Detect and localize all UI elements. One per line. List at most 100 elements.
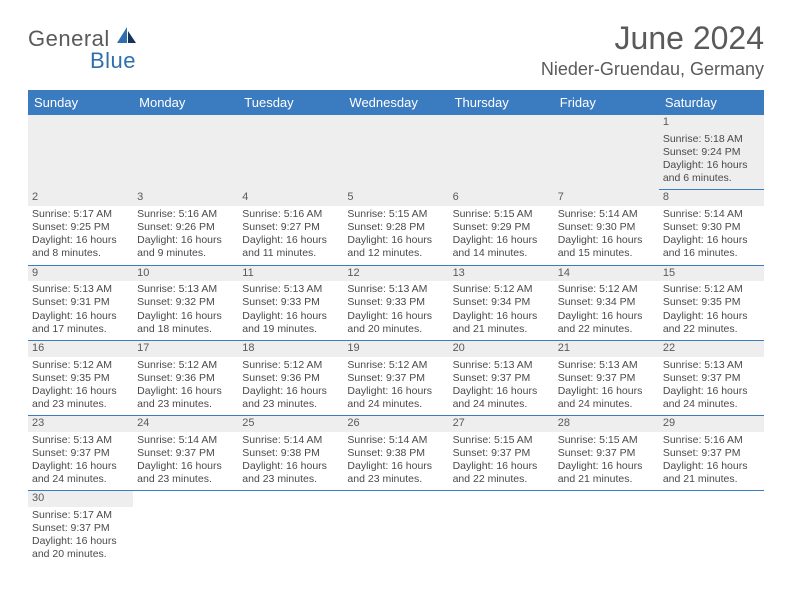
calendar-day: 6Sunrise: 5:15 AMSunset: 9:29 PMDaylight… (449, 190, 554, 265)
sunset-text: Sunset: 9:30 PM (558, 221, 655, 234)
sunrise-text: Sunrise: 5:17 AM (32, 509, 129, 522)
logo-word-2: Blue (90, 48, 136, 73)
day-number: 4 (238, 190, 343, 206)
sunset-text: Sunset: 9:34 PM (558, 296, 655, 309)
calendar-day: 4Sunrise: 5:16 AMSunset: 9:27 PMDaylight… (238, 190, 343, 265)
day-number: 29 (659, 416, 764, 432)
sunrise-text: Sunrise: 5:14 AM (137, 434, 234, 447)
calendar-body: 1Sunrise: 5:18 AMSunset: 9:24 PMDaylight… (28, 115, 764, 566)
calendar-empty (133, 491, 238, 566)
daylight-text-2: and 21 minutes. (453, 323, 550, 336)
day-number: 12 (343, 266, 448, 282)
sunrise-text: Sunrise: 5:15 AM (453, 434, 550, 447)
sunset-text: Sunset: 9:31 PM (32, 296, 129, 309)
calendar-day: 15Sunrise: 5:12 AMSunset: 9:35 PMDayligh… (659, 265, 764, 340)
sunset-text: Sunset: 9:37 PM (558, 447, 655, 460)
daylight-text-1: Daylight: 16 hours (137, 385, 234, 398)
calendar-day: 24Sunrise: 5:14 AMSunset: 9:37 PMDayligh… (133, 416, 238, 491)
daylight-text-1: Daylight: 16 hours (137, 460, 234, 473)
calendar-empty (28, 115, 133, 190)
daylight-text-2: and 16 minutes. (663, 247, 760, 260)
calendar-empty (343, 491, 448, 566)
calendar-head: SundayMondayTuesdayWednesdayThursdayFrid… (28, 90, 764, 115)
day-number: 30 (28, 491, 133, 507)
sunrise-text: Sunrise: 5:13 AM (558, 359, 655, 372)
sunrise-text: Sunrise: 5:16 AM (663, 434, 760, 447)
daylight-text-1: Daylight: 16 hours (137, 234, 234, 247)
day-number: 18 (238, 341, 343, 357)
day-number: 17 (133, 341, 238, 357)
daylight-text-2: and 22 minutes. (558, 323, 655, 336)
sunset-text: Sunset: 9:38 PM (347, 447, 444, 460)
daylight-text-1: Daylight: 16 hours (347, 310, 444, 323)
sunrise-text: Sunrise: 5:13 AM (32, 283, 129, 296)
calendar-day: 22Sunrise: 5:13 AMSunset: 9:37 PMDayligh… (659, 340, 764, 415)
sunrise-text: Sunrise: 5:13 AM (32, 434, 129, 447)
calendar-week: 30Sunrise: 5:17 AMSunset: 9:37 PMDayligh… (28, 491, 764, 566)
daylight-text-2: and 23 minutes. (242, 398, 339, 411)
sunrise-text: Sunrise: 5:15 AM (347, 208, 444, 221)
sunrise-text: Sunrise: 5:13 AM (663, 359, 760, 372)
daylight-text-2: and 12 minutes. (347, 247, 444, 260)
daylight-text-2: and 8 minutes. (32, 247, 129, 260)
daylight-text-1: Daylight: 16 hours (663, 460, 760, 473)
daylight-text-2: and 24 minutes. (663, 398, 760, 411)
daylight-text-2: and 19 minutes. (242, 323, 339, 336)
calendar-empty (238, 115, 343, 190)
calendar-day: 8Sunrise: 5:14 AMSunset: 9:30 PMDaylight… (659, 190, 764, 265)
daylight-text-1: Daylight: 16 hours (242, 460, 339, 473)
daylight-text-1: Daylight: 16 hours (453, 385, 550, 398)
calendar-week: 16Sunrise: 5:12 AMSunset: 9:35 PMDayligh… (28, 340, 764, 415)
sunset-text: Sunset: 9:30 PM (663, 221, 760, 234)
daylight-text-2: and 23 minutes. (32, 398, 129, 411)
title-block: June 2024 Nieder-Gruendau, Germany (541, 20, 764, 80)
calendar-empty (659, 491, 764, 566)
day-number: 14 (554, 266, 659, 282)
calendar-day: 30Sunrise: 5:17 AMSunset: 9:37 PMDayligh… (28, 491, 133, 566)
daylight-text-1: Daylight: 16 hours (663, 310, 760, 323)
daylight-text-1: Daylight: 16 hours (32, 460, 129, 473)
sunrise-text: Sunrise: 5:15 AM (453, 208, 550, 221)
sunset-text: Sunset: 9:26 PM (137, 221, 234, 234)
calendar-day: 3Sunrise: 5:16 AMSunset: 9:26 PMDaylight… (133, 190, 238, 265)
calendar-day: 20Sunrise: 5:13 AMSunset: 9:37 PMDayligh… (449, 340, 554, 415)
daylight-text-1: Daylight: 16 hours (663, 234, 760, 247)
sunset-text: Sunset: 9:36 PM (242, 372, 339, 385)
calendar-empty (343, 115, 448, 190)
day-number: 3 (133, 190, 238, 206)
sunset-text: Sunset: 9:29 PM (453, 221, 550, 234)
day-number: 23 (28, 416, 133, 432)
header: General June 2024 Nieder-Gruendau, Germa… (28, 20, 764, 80)
daylight-text-1: Daylight: 16 hours (347, 234, 444, 247)
sunset-text: Sunset: 9:28 PM (347, 221, 444, 234)
sunset-text: Sunset: 9:38 PM (242, 447, 339, 460)
calendar-week: 9Sunrise: 5:13 AMSunset: 9:31 PMDaylight… (28, 265, 764, 340)
daylight-text-1: Daylight: 16 hours (453, 310, 550, 323)
calendar-empty (449, 115, 554, 190)
day-number: 1 (659, 115, 764, 131)
sunset-text: Sunset: 9:33 PM (242, 296, 339, 309)
calendar-day: 18Sunrise: 5:12 AMSunset: 9:36 PMDayligh… (238, 340, 343, 415)
day-number: 15 (659, 266, 764, 282)
day-number: 9 (28, 266, 133, 282)
sunrise-text: Sunrise: 5:13 AM (347, 283, 444, 296)
sunset-text: Sunset: 9:33 PM (347, 296, 444, 309)
calendar-day: 2Sunrise: 5:17 AMSunset: 9:25 PMDaylight… (28, 190, 133, 265)
calendar-day: 16Sunrise: 5:12 AMSunset: 9:35 PMDayligh… (28, 340, 133, 415)
day-number: 22 (659, 341, 764, 357)
calendar-day: 17Sunrise: 5:12 AMSunset: 9:36 PMDayligh… (133, 340, 238, 415)
daylight-text-2: and 20 minutes. (32, 548, 129, 561)
day-header: Wednesday (343, 90, 448, 115)
sunset-text: Sunset: 9:37 PM (453, 372, 550, 385)
sunset-text: Sunset: 9:37 PM (453, 447, 550, 460)
sunset-text: Sunset: 9:24 PM (663, 146, 760, 159)
day-number: 27 (449, 416, 554, 432)
calendar-day: 11Sunrise: 5:13 AMSunset: 9:33 PMDayligh… (238, 265, 343, 340)
daylight-text-1: Daylight: 16 hours (558, 385, 655, 398)
day-header: Tuesday (238, 90, 343, 115)
calendar-day: 28Sunrise: 5:15 AMSunset: 9:37 PMDayligh… (554, 416, 659, 491)
daylight-text-2: and 23 minutes. (347, 473, 444, 486)
daylight-text-1: Daylight: 16 hours (137, 310, 234, 323)
sunrise-text: Sunrise: 5:16 AM (242, 208, 339, 221)
day-number: 26 (343, 416, 448, 432)
